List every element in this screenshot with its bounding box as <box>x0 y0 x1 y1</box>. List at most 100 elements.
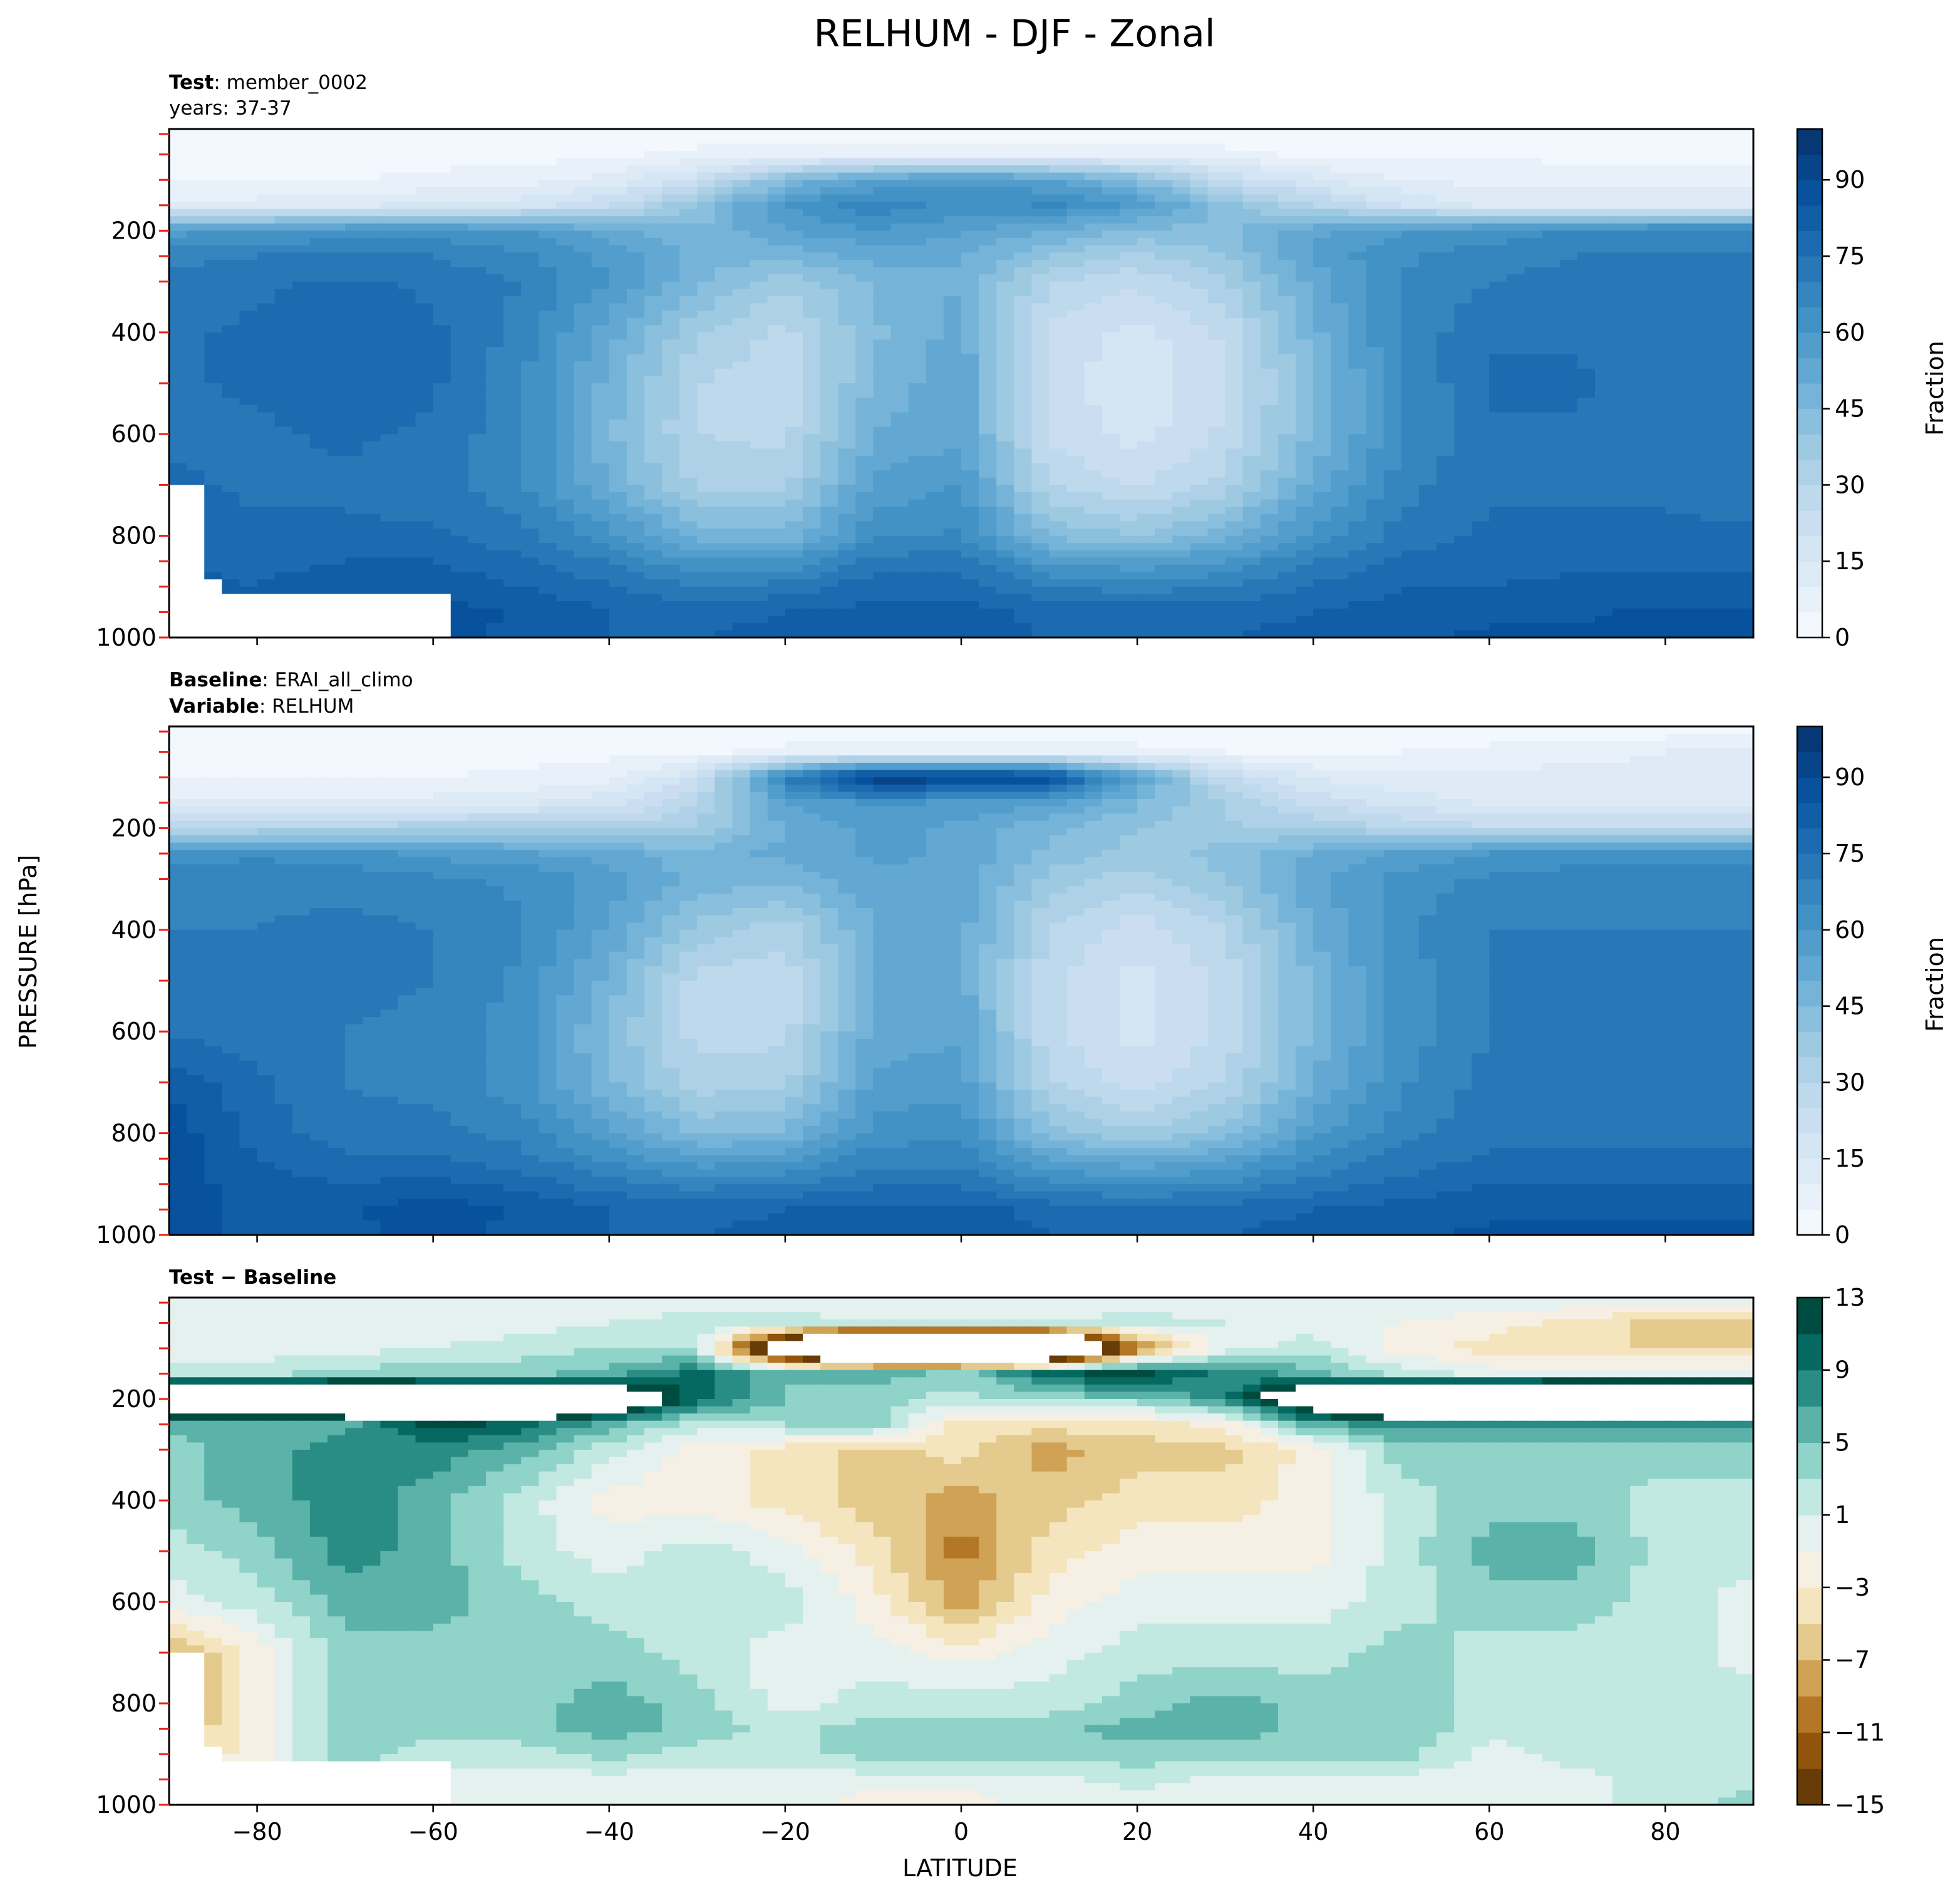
contour-cell <box>1190 318 1209 326</box>
contour-cell <box>1401 158 1420 166</box>
contour-cell <box>187 136 205 144</box>
contour-cell <box>1348 267 1367 275</box>
contour-cell <box>187 492 205 500</box>
contour-cell <box>855 180 874 188</box>
contour-cell <box>468 347 487 355</box>
contour-cell <box>486 230 504 239</box>
contour-cell <box>1137 398 1156 406</box>
contour-cell <box>1207 492 1226 500</box>
contour-cell <box>1472 267 1490 275</box>
contour-cell <box>961 332 979 341</box>
contour-cell <box>1700 441 1719 450</box>
contour-cell <box>1172 477 1191 486</box>
contour-cell <box>1648 216 1666 224</box>
contour-cell <box>1507 361 1525 369</box>
contour-cell <box>1014 347 1033 355</box>
contour-cell <box>1577 456 1596 464</box>
contour-cell <box>1648 194 1666 202</box>
contour-cell <box>1260 136 1279 144</box>
contour-cell <box>626 194 645 202</box>
contour-cell <box>1296 426 1314 435</box>
contour-cell <box>450 426 469 435</box>
contour-cell <box>890 485 909 493</box>
contour-cell <box>1155 456 1173 464</box>
contour-cell <box>1718 325 1736 333</box>
contour-cell <box>503 202 522 210</box>
contour-cell <box>679 361 698 369</box>
contour-cell <box>679 165 698 173</box>
contour-cell <box>363 143 381 152</box>
contour-cell <box>1084 230 1103 239</box>
contour-cell <box>1524 202 1543 210</box>
contour-cell <box>1630 354 1649 362</box>
contour-cell <box>873 318 892 326</box>
contour-cell <box>363 230 381 239</box>
contour-cell <box>574 376 592 384</box>
contour-cell <box>1137 492 1156 500</box>
contour-cell <box>943 158 962 166</box>
contour-cell <box>1260 180 1279 188</box>
contour-cell <box>1472 420 1490 428</box>
contour-cell <box>1472 514 1490 522</box>
contour-cell <box>1331 129 1349 137</box>
contour-cell <box>239 485 258 493</box>
contour-cell <box>1665 318 1684 326</box>
contour-cell <box>450 238 469 246</box>
contour-cell <box>292 281 311 289</box>
contour-cell <box>539 426 557 435</box>
contour-cell <box>996 252 1015 261</box>
contour-cell <box>855 529 874 537</box>
contour-cell <box>803 289 821 297</box>
contour-cell <box>415 412 434 420</box>
contour-cell <box>1735 339 1753 348</box>
contour-cell <box>345 129 364 137</box>
contour-cell <box>820 514 839 522</box>
contour-cell <box>363 289 381 297</box>
contour-cell <box>1120 492 1138 500</box>
contour-cell <box>591 230 610 239</box>
contour-cell <box>328 347 346 355</box>
contour-cell <box>609 303 627 311</box>
contour-cell <box>450 470 469 478</box>
contour-cell <box>1665 339 1684 348</box>
contour-cell <box>820 492 839 500</box>
contour-cell <box>714 485 733 493</box>
contour-cell <box>521 245 540 253</box>
contour-cell <box>1472 303 1490 311</box>
contour-cell <box>820 390 839 398</box>
contour-cell <box>855 405 874 413</box>
contour-cell <box>574 361 592 369</box>
contour-cell <box>996 477 1015 486</box>
contour-cell <box>785 238 803 246</box>
contour-cell <box>239 470 258 478</box>
contour-cell <box>979 267 998 275</box>
contour-cell <box>1242 405 1261 413</box>
contour-cell <box>1383 448 1402 457</box>
contour-cell <box>1296 194 1314 202</box>
contour-cell <box>1242 296 1261 304</box>
contour-cell <box>1612 514 1631 522</box>
contour-cell <box>1155 426 1173 435</box>
contour-cell <box>855 194 874 202</box>
contour-cell <box>1031 187 1050 195</box>
contour-cell <box>1190 477 1209 486</box>
contour-cell <box>556 485 575 493</box>
contour-cell <box>222 420 240 428</box>
contour-cell <box>239 209 258 217</box>
contour-cell <box>1049 238 1068 246</box>
contour-cell <box>1648 492 1666 500</box>
contour-cell <box>274 245 293 253</box>
contour-cell <box>1331 470 1349 478</box>
contour-cell <box>1559 448 1578 457</box>
contour-cell <box>1595 507 1613 515</box>
contour-cell <box>926 281 944 289</box>
contour-cell <box>644 485 663 493</box>
contour-cell <box>1225 376 1244 384</box>
contour-cell <box>1225 143 1244 152</box>
contour-cell <box>1648 470 1666 478</box>
contour-cell <box>1084 245 1103 253</box>
contour-cell <box>1665 390 1684 398</box>
contour-cell <box>1242 521 1261 529</box>
contour-cell <box>398 165 416 173</box>
contour-cell <box>1683 514 1701 522</box>
